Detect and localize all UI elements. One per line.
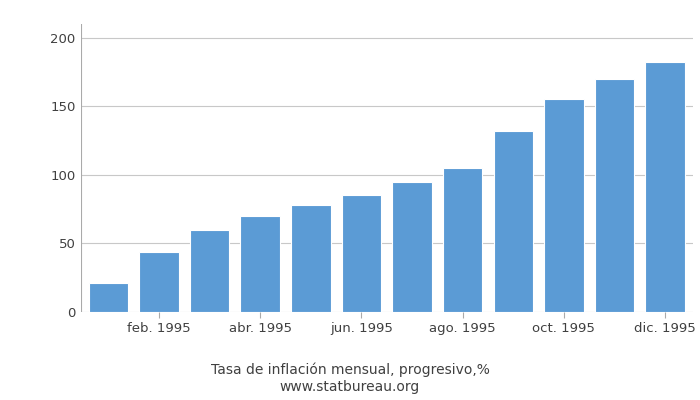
Bar — [89, 283, 128, 312]
Bar — [241, 216, 280, 312]
Bar — [342, 196, 382, 312]
Text: www.statbureau.org: www.statbureau.org — [280, 380, 420, 394]
Bar — [139, 252, 178, 312]
Text: Tasa de inflación mensual, progresivo,%: Tasa de inflación mensual, progresivo,% — [211, 363, 489, 377]
Bar — [190, 230, 230, 312]
Bar — [544, 100, 584, 312]
Bar — [392, 182, 432, 312]
Bar — [443, 168, 482, 312]
Bar — [595, 79, 634, 312]
Bar — [494, 131, 533, 312]
Bar — [291, 205, 330, 312]
Bar — [645, 62, 685, 312]
